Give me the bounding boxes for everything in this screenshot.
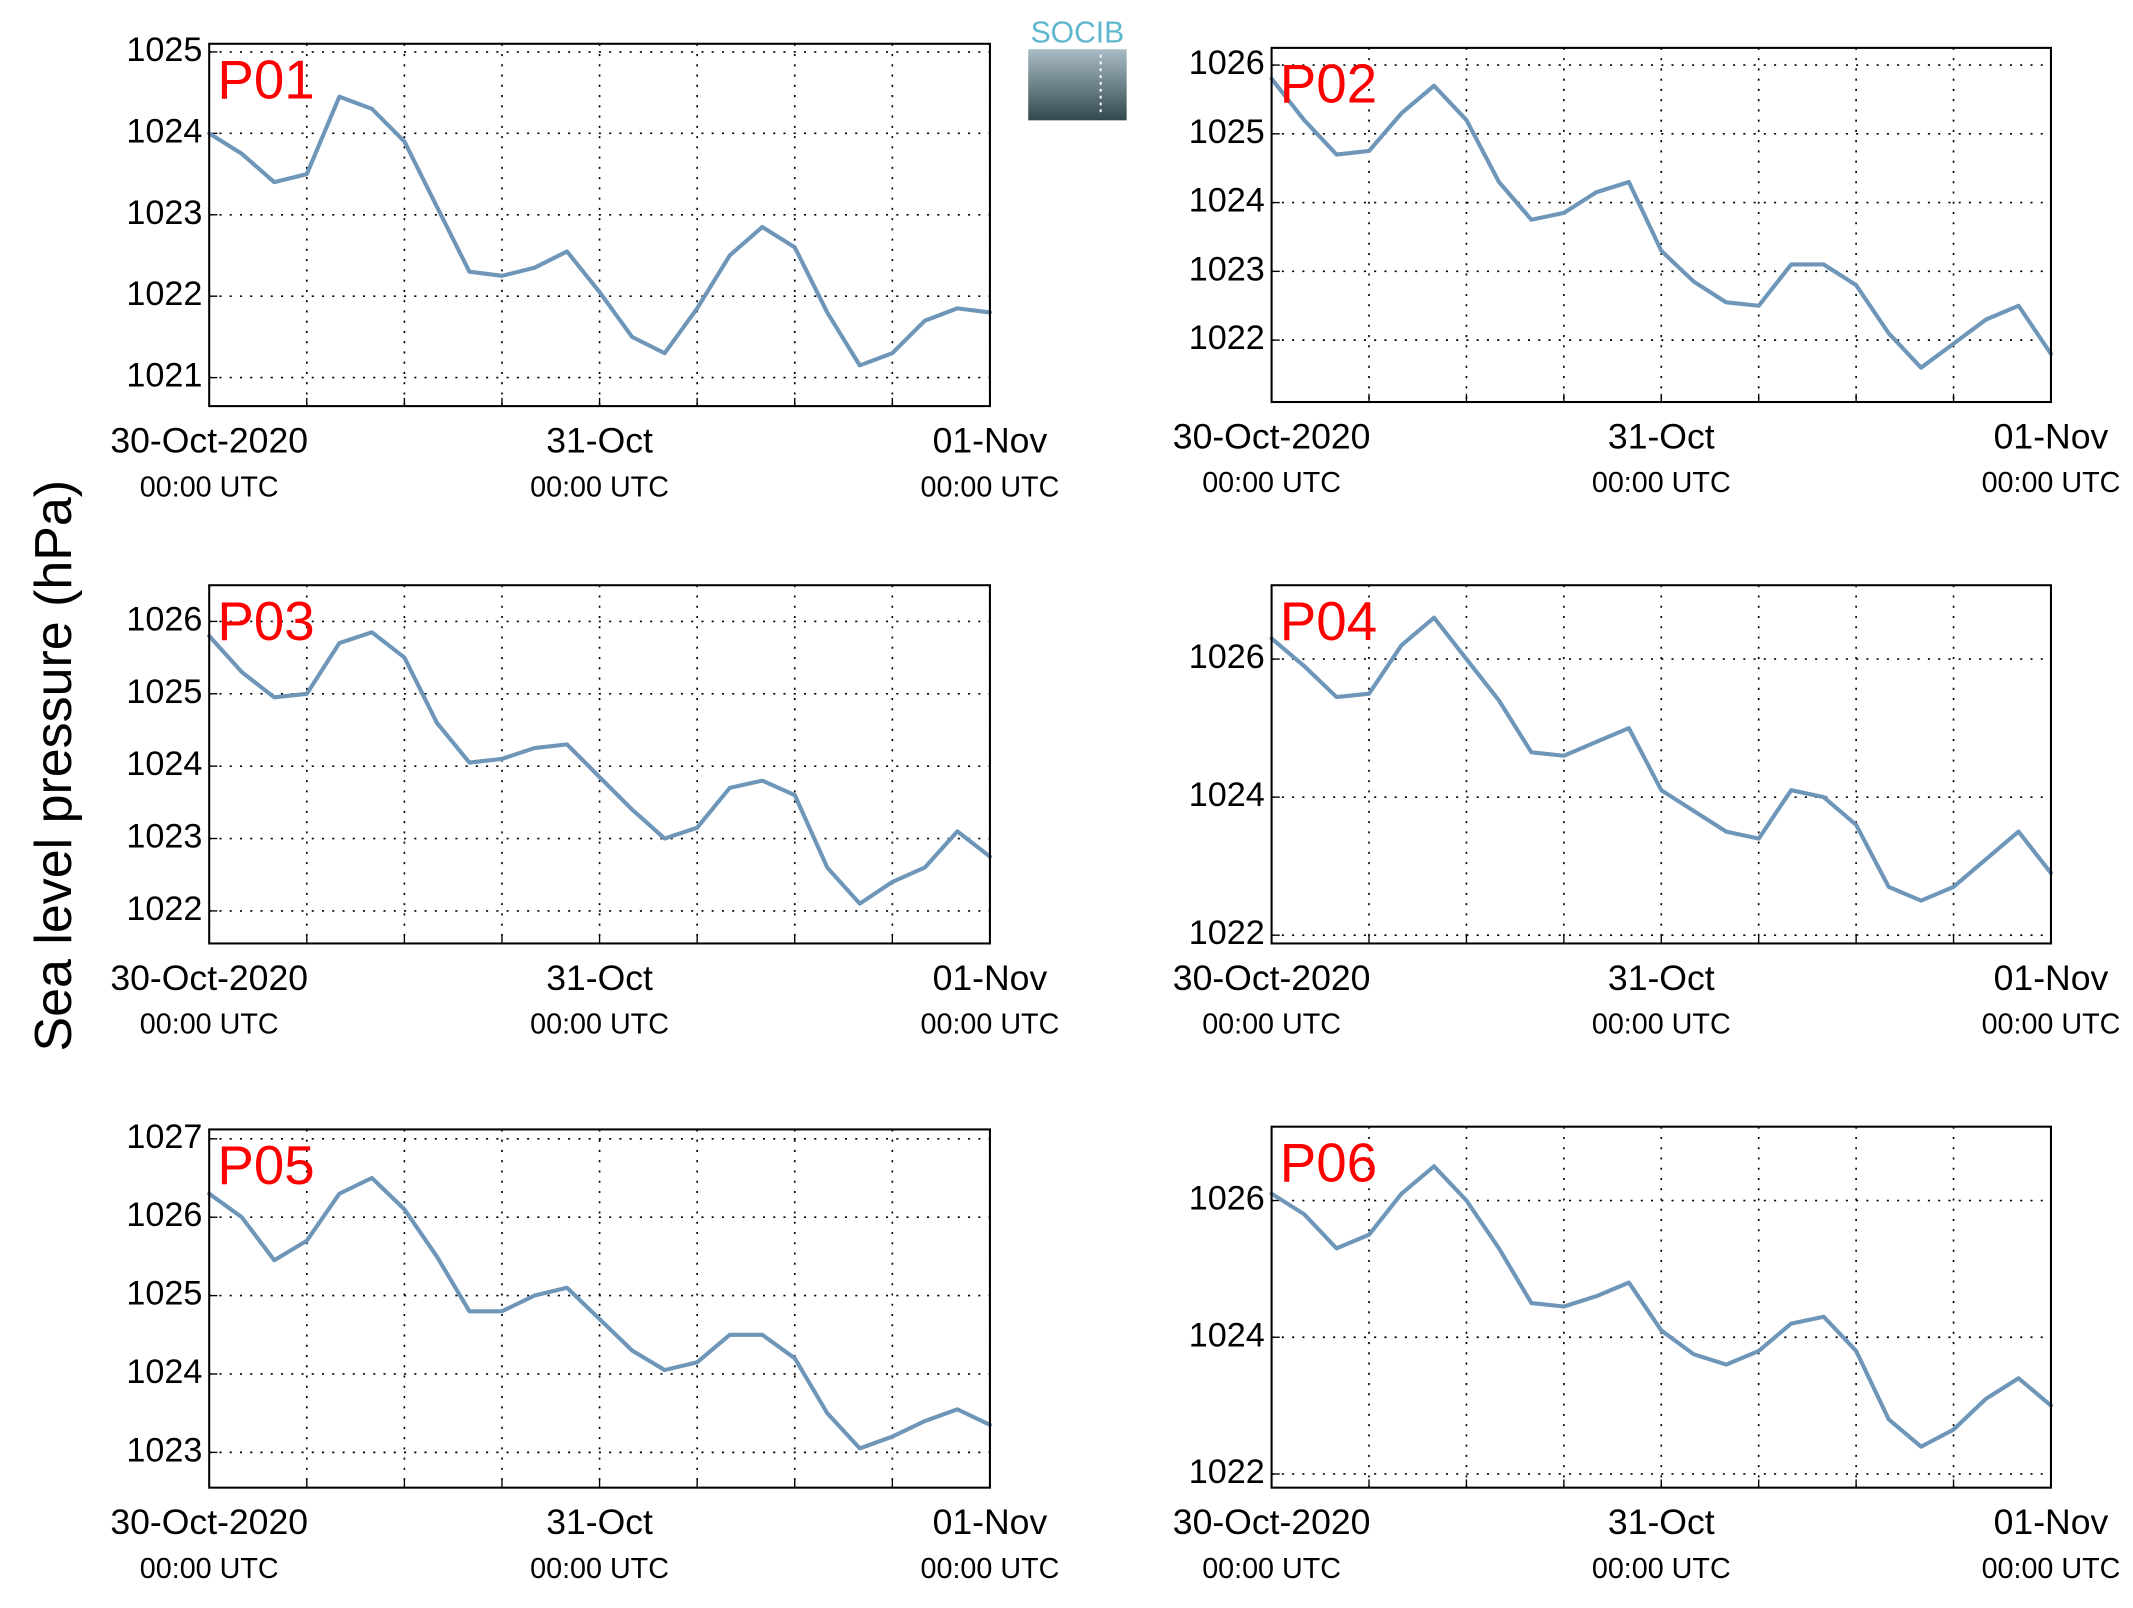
x-tick-sublabel: 00:00 UTC: [140, 1553, 279, 1585]
logo: SOCIB: [1028, 16, 1127, 121]
logo-text: SOCIB: [1031, 16, 1125, 49]
x-tick-label: 31-Oct: [546, 421, 653, 461]
y-tick-label: 1023: [126, 194, 202, 232]
x-tick-label: 01-Nov: [933, 958, 1048, 998]
x-tick-sublabel: 00:00 UTC: [530, 1553, 669, 1585]
x-tick-sublabel: 00:00 UTC: [1592, 1553, 1731, 1585]
x-tick-sublabel: 00:00 UTC: [1202, 467, 1341, 499]
plot-frame: [1270, 46, 2052, 404]
y-tick-label: 1024: [1189, 776, 1265, 814]
x-tick-label: 01-Nov: [1994, 417, 2109, 457]
plot-frame: [208, 584, 991, 945]
y-tick-label: 1024: [1189, 1316, 1265, 1354]
x-tick-sublabel: 00:00 UTC: [1592, 1009, 1731, 1041]
plot-frame: [208, 1128, 991, 1489]
panel: 1022 1024 1026 30-Oct-2020 00:00 UTC 31-Oct 00…: [1173, 1125, 2121, 1585]
x-tick-sublabel: 00:00 UTC: [921, 1553, 1060, 1585]
x-tick-sublabel: 00:00 UTC: [1202, 1553, 1341, 1585]
y-tick-label: 1024: [126, 112, 202, 150]
y-tick-label: 1026: [1189, 44, 1265, 82]
y-tick-label: 1025: [1189, 113, 1265, 151]
plot-frame: [1270, 584, 2052, 945]
x-tick-sublabel: 00:00 UTC: [921, 471, 1060, 503]
x-tick-sublabel: 00:00 UTC: [1982, 1553, 2121, 1585]
panel: 1023 1024 1025 1026 1027 30-Oct-2020 00:00 UTC…: [110, 1118, 1059, 1585]
y-tick-label: 1023: [1189, 250, 1265, 288]
x-tick-sublabel: 00:00 UTC: [1202, 1009, 1341, 1041]
y-tick-label: 1025: [126, 1275, 202, 1313]
y-tick-label: 1027: [126, 1118, 202, 1156]
y-tick-label: 1026: [126, 1196, 202, 1234]
pressure-line: [207, 630, 992, 906]
y-tick-label: 1022: [1189, 1453, 1265, 1491]
y-tick-label: 1022: [126, 890, 202, 928]
plot-frame: [208, 42, 991, 408]
x-tick-label: 31-Oct: [1608, 1502, 1715, 1542]
x-tick-label: 30-Oct-2020: [1173, 417, 1371, 457]
y-tick-label: 1022: [1189, 319, 1265, 357]
x-tick-label: 30-Oct-2020: [1173, 958, 1371, 998]
panel: 1021 1022 1023 1024 1025 30-Oct-2020 00:00 UTC…: [110, 31, 1059, 503]
x-tick-sublabel: 00:00 UTC: [921, 1009, 1060, 1041]
y-tick-label: 1023: [126, 1431, 202, 1469]
x-tick-sublabel: 00:00 UTC: [1982, 467, 2121, 499]
pressure-line: [207, 94, 992, 368]
panel-title: P03: [217, 590, 314, 652]
x-tick-sublabel: 00:00 UTC: [1592, 467, 1731, 499]
x-tick-label: 30-Oct-2020: [1173, 1502, 1371, 1542]
y-tick-label: 1022: [126, 275, 202, 313]
x-tick-label: 31-Oct: [546, 958, 653, 998]
x-tick-sublabel: 00:00 UTC: [530, 1009, 669, 1041]
x-tick-label: 30-Oct-2020: [110, 958, 308, 998]
panel-title: P04: [1280, 590, 1377, 652]
panel-title: P05: [217, 1134, 314, 1196]
y-tick-label: 1024: [1189, 182, 1265, 220]
y-tick-label: 1026: [1189, 638, 1265, 676]
y-tick-label: 1023: [126, 818, 202, 856]
y-tick-label: 1024: [126, 1353, 202, 1391]
x-tick-label: 31-Oct: [546, 1502, 653, 1542]
x-tick-sublabel: 00:00 UTC: [530, 471, 669, 503]
y-tick-label: 1021: [126, 357, 202, 395]
y-tick-label: 1026: [126, 600, 202, 638]
y-tick-label: 1025: [126, 31, 202, 69]
pressure-line: [1269, 1164, 2054, 1449]
panel: 1022 1023 1024 1025 1026 30-Oct-2020 00:00 UTC…: [110, 584, 1060, 1041]
plot-frame: [1270, 1125, 2052, 1489]
x-tick-sublabel: 00:00 UTC: [1982, 1009, 2121, 1041]
panel: 1022 1023 1024 1025 1026 30-Oct-2020 00:00 UTC…: [1173, 44, 2121, 499]
x-tick-sublabel: 00:00 UTC: [140, 471, 279, 503]
pressure-line: [207, 1175, 992, 1451]
y-tick-label: 1024: [126, 745, 202, 783]
panel-title: P01: [217, 48, 314, 110]
y-tick-label: 1022: [1189, 914, 1265, 952]
y-tick-label: 1026: [1189, 1180, 1265, 1218]
x-tick-label: 01-Nov: [1994, 1502, 2109, 1542]
panel-title: P02: [1280, 53, 1377, 115]
x-tick-label: 31-Oct: [1608, 417, 1715, 457]
x-tick-label: 01-Nov: [933, 421, 1048, 461]
y-axis-label: Sea level pressure (hPa): [25, 480, 83, 1052]
panel: 1022 1024 1026 30-Oct-2020 00:00 UTC 31-Oct 00…: [1173, 584, 2121, 1041]
pressure-line: [1269, 615, 2054, 903]
x-tick-label: 01-Nov: [933, 1502, 1048, 1542]
x-tick-label: 31-Oct: [1608, 958, 1715, 998]
x-tick-sublabel: 00:00 UTC: [140, 1009, 279, 1041]
x-tick-label: 01-Nov: [1994, 958, 2109, 998]
y-tick-label: 1025: [126, 673, 202, 711]
x-tick-label: 30-Oct-2020: [110, 421, 308, 461]
pressure-line: [1269, 76, 2054, 370]
x-tick-label: 30-Oct-2020: [110, 1502, 308, 1542]
logo-block: [1028, 49, 1127, 121]
panel-title: P06: [1280, 1131, 1377, 1193]
